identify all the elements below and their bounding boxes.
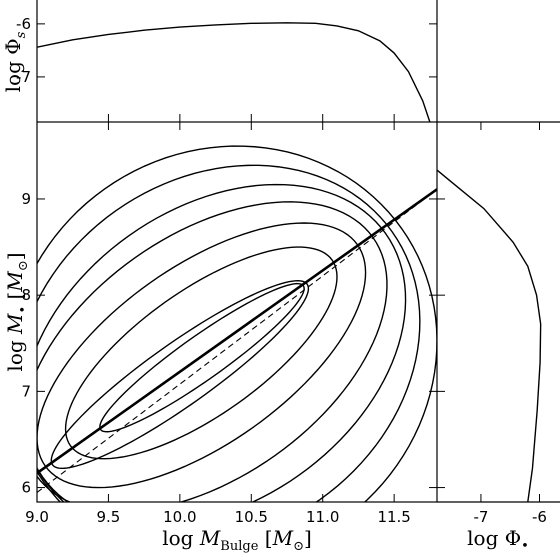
main-y-tick-label: 9 xyxy=(21,190,31,208)
ylabel-unit-sub: ⊙ xyxy=(16,260,31,271)
xlabel-unit-sub: ⊙ xyxy=(293,539,304,554)
top-y-axis-label: log Φs xyxy=(1,31,29,92)
contour-5 xyxy=(37,201,388,502)
main-x-tick-label: 9.0 xyxy=(25,508,49,526)
ylabel-suffix-open: [ xyxy=(3,292,27,306)
main-x-tick-label: 11.5 xyxy=(377,508,410,526)
main-x-tick-label: 11.0 xyxy=(306,508,339,526)
right-xlabel-prefix: log xyxy=(467,526,505,550)
fit-line-dashed xyxy=(37,188,437,493)
main-x-tick-label: 10.5 xyxy=(235,508,268,526)
ylabel-close: ] xyxy=(3,252,27,260)
right-plot-area xyxy=(437,169,542,502)
ylabel-sub: • xyxy=(16,306,31,314)
top-plot-area xyxy=(37,22,431,122)
main-axis-ticks: 9.0 9.5 10.0 10.5 11.0 11.5 6 7 8 9 xyxy=(21,122,437,526)
main-x-axis-label: log MBulge [M⊙] xyxy=(162,526,312,554)
main-y-tick-label: 6 xyxy=(21,479,31,497)
xlabel-sub: Bulge xyxy=(220,539,258,554)
contour-8 xyxy=(37,145,437,502)
xlabel-prefix: log xyxy=(162,526,200,550)
top-ylabel-prefix: log xyxy=(1,55,25,93)
xlabel-unit: M xyxy=(272,526,294,550)
main-y-tick-label: 7 xyxy=(21,382,31,400)
xlabel-var: M xyxy=(199,526,221,550)
right-x-axis-label: log Φ• xyxy=(467,526,529,554)
main-plot-area xyxy=(37,145,437,502)
contour-3 xyxy=(64,246,338,460)
right-axis-ticks: -7 -6 xyxy=(437,122,547,526)
top-curve xyxy=(37,22,431,122)
contour-2 xyxy=(99,282,305,433)
main-x-tick-label: 9.5 xyxy=(96,508,120,526)
right-curve xyxy=(437,169,542,502)
right-x-tick-label: -6 xyxy=(532,508,547,526)
xlabel-suffix-open: [ xyxy=(258,526,272,550)
top-ylabel-var: Φ xyxy=(1,38,25,54)
main-x-tick-label: 10.0 xyxy=(163,508,196,526)
top-axis-ticks: -7 -6 xyxy=(16,15,437,122)
xlabel-close: ] xyxy=(304,526,312,550)
contour-7 xyxy=(37,164,421,502)
ylabel-unit: M xyxy=(3,271,27,293)
top-panel: -7 -6 log Φs xyxy=(1,0,438,122)
right-x-tick-label: -7 xyxy=(473,508,488,526)
main-frame xyxy=(36,121,438,503)
top-ylabel-sub: s xyxy=(14,31,29,38)
ylabel-prefix: log xyxy=(3,334,27,372)
right-panel: -7 -6 log Φ• xyxy=(437,121,560,554)
ylabel-var: M xyxy=(3,313,27,335)
contour-1 xyxy=(50,280,310,470)
top-y-tick-label: -7 xyxy=(16,68,31,86)
top-y-tick-label: -6 xyxy=(16,15,31,33)
fit-line-solid xyxy=(37,188,437,475)
right-xlabel-sub: • xyxy=(521,539,529,554)
right-xlabel-var: Φ xyxy=(505,526,521,550)
main-y-axis-label: log M• [M⊙] xyxy=(3,252,31,371)
main-y-tick-label: 8 xyxy=(21,286,31,304)
